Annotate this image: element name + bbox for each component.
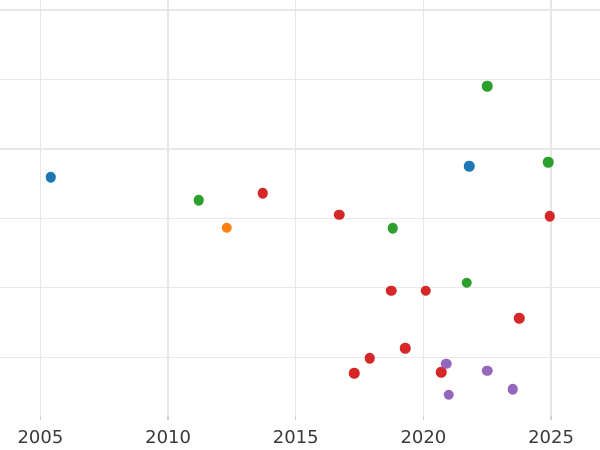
data-point-purple <box>443 389 455 400</box>
x-axis-tick-mark <box>167 416 169 420</box>
data-point-blue <box>464 160 475 172</box>
data-point-orange <box>221 222 233 233</box>
horizontal-gridline <box>0 287 600 289</box>
horizontal-gridline <box>0 9 600 11</box>
data-point-red <box>420 285 432 296</box>
vertical-gridline <box>167 0 169 416</box>
data-point-green <box>481 80 493 92</box>
data-point-green <box>193 195 204 206</box>
x-axis-tick-mark <box>422 416 424 420</box>
vertical-gridline <box>295 0 297 416</box>
data-point-purple <box>507 384 518 395</box>
x-axis-tick-mark <box>39 416 41 420</box>
data-point-red <box>364 353 375 364</box>
data-point-purple <box>481 365 493 376</box>
data-point-red <box>400 343 411 354</box>
data-point-red <box>257 188 268 199</box>
x-axis-tick-mark <box>550 416 552 420</box>
x-axis-tick-label: 2025 <box>528 427 574 448</box>
x-axis-tick-label: 2020 <box>400 427 447 448</box>
data-point-red <box>333 209 345 220</box>
x-axis-tick-mark <box>295 416 297 420</box>
data-point-green <box>461 277 472 288</box>
horizontal-gridline <box>0 356 600 358</box>
data-point-red <box>349 368 360 379</box>
horizontal-gridline <box>0 78 600 81</box>
horizontal-gridline <box>0 148 600 150</box>
data-point-red <box>386 285 397 296</box>
data-point-blue <box>45 171 56 183</box>
data-point-red <box>513 313 525 324</box>
data-point-red <box>435 367 447 378</box>
data-point-green <box>543 157 554 168</box>
horizontal-gridline <box>0 217 600 219</box>
vertical-gridline <box>550 0 552 416</box>
data-point-red <box>544 210 555 222</box>
x-axis-tick-label: 2015 <box>272 427 319 448</box>
vertical-gridline <box>422 0 425 416</box>
vertical-gridline <box>39 0 42 416</box>
data-point-green <box>387 223 398 234</box>
x-axis-tick-label: 2010 <box>145 427 191 448</box>
data-point-purple <box>441 358 452 369</box>
x-axis-tick-label: 2005 <box>17 427 64 448</box>
